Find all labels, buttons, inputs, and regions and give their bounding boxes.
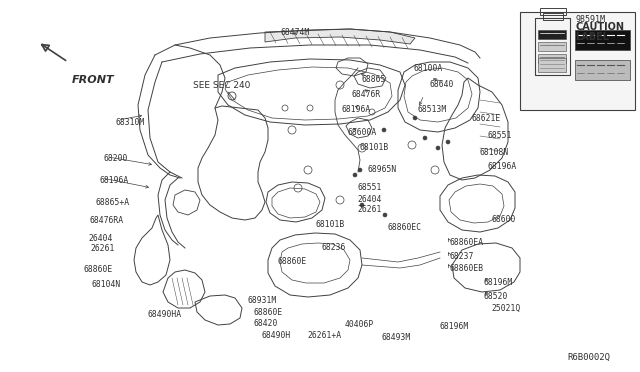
Bar xyxy=(575,60,630,80)
Bar xyxy=(540,8,566,15)
Circle shape xyxy=(413,116,417,120)
Text: LABEL: LABEL xyxy=(575,32,609,42)
Text: 68860EA: 68860EA xyxy=(449,238,483,247)
Text: 68476RA: 68476RA xyxy=(90,216,124,225)
Text: 68860EC: 68860EC xyxy=(388,223,422,232)
Text: 68196A: 68196A xyxy=(100,176,129,185)
Text: 40406P: 40406P xyxy=(345,320,374,329)
Circle shape xyxy=(353,173,357,177)
Text: 68196A: 68196A xyxy=(487,162,516,171)
Text: 25021Q: 25021Q xyxy=(491,304,520,313)
Polygon shape xyxy=(265,29,415,44)
Bar xyxy=(543,13,563,20)
Bar xyxy=(520,12,635,110)
Text: 68310M: 68310M xyxy=(116,118,145,127)
Circle shape xyxy=(358,168,362,172)
Text: 68196M: 68196M xyxy=(484,278,513,287)
Text: 68490HA: 68490HA xyxy=(148,310,182,319)
Text: 68860E: 68860E xyxy=(84,265,113,274)
Text: 68196A: 68196A xyxy=(342,105,371,114)
Bar xyxy=(538,54,566,63)
Text: 68621E: 68621E xyxy=(471,114,500,123)
Text: 68520: 68520 xyxy=(484,292,508,301)
Text: 26404: 26404 xyxy=(357,195,381,204)
Circle shape xyxy=(423,136,427,140)
Text: R6B0002Q: R6B0002Q xyxy=(567,353,610,362)
Text: 68640: 68640 xyxy=(430,80,454,89)
Text: 26261+A: 26261+A xyxy=(307,331,341,340)
Text: 68551: 68551 xyxy=(357,183,381,192)
Text: 26404: 26404 xyxy=(88,234,113,243)
Text: 68551: 68551 xyxy=(487,131,511,140)
Text: 68100A: 68100A xyxy=(413,64,442,73)
Text: 68101B: 68101B xyxy=(316,220,345,229)
Bar xyxy=(538,58,566,72)
Text: 68474M: 68474M xyxy=(280,28,310,37)
Text: 68965N: 68965N xyxy=(367,165,396,174)
Text: SEE SEC 240: SEE SEC 240 xyxy=(193,80,250,90)
Text: 68200: 68200 xyxy=(104,154,129,163)
Text: 68236: 68236 xyxy=(322,243,346,252)
Text: FRONT: FRONT xyxy=(72,75,115,85)
Bar xyxy=(575,30,630,50)
Text: 68108N: 68108N xyxy=(479,148,508,157)
Text: 68237: 68237 xyxy=(449,252,474,261)
Text: 68600A: 68600A xyxy=(348,128,377,137)
Circle shape xyxy=(382,128,386,132)
Text: 68490H: 68490H xyxy=(261,331,291,340)
Text: 26261: 26261 xyxy=(90,244,115,253)
Text: 98591M: 98591M xyxy=(575,15,605,24)
Text: 26261: 26261 xyxy=(357,205,381,214)
Circle shape xyxy=(360,203,364,207)
Text: 68196M: 68196M xyxy=(440,322,469,331)
Text: 68860EB: 68860EB xyxy=(449,264,483,273)
Circle shape xyxy=(383,213,387,217)
Text: 68476R: 68476R xyxy=(352,90,381,99)
Text: 68860E: 68860E xyxy=(253,308,282,317)
Bar xyxy=(538,30,566,39)
Text: 68931M: 68931M xyxy=(247,296,276,305)
Text: 68865: 68865 xyxy=(362,75,387,84)
Circle shape xyxy=(436,146,440,150)
Text: 68865+A: 68865+A xyxy=(95,198,129,207)
Text: 68513M: 68513M xyxy=(418,105,447,114)
Text: CAUTION: CAUTION xyxy=(575,22,624,32)
Circle shape xyxy=(446,140,450,144)
Text: 68493M: 68493M xyxy=(381,333,410,342)
Text: 68104N: 68104N xyxy=(92,280,121,289)
Text: 68860E: 68860E xyxy=(278,257,307,266)
Bar xyxy=(538,42,566,51)
Text: 68600: 68600 xyxy=(491,215,515,224)
Text: 68420: 68420 xyxy=(254,319,278,328)
Text: 68101B: 68101B xyxy=(360,143,389,152)
